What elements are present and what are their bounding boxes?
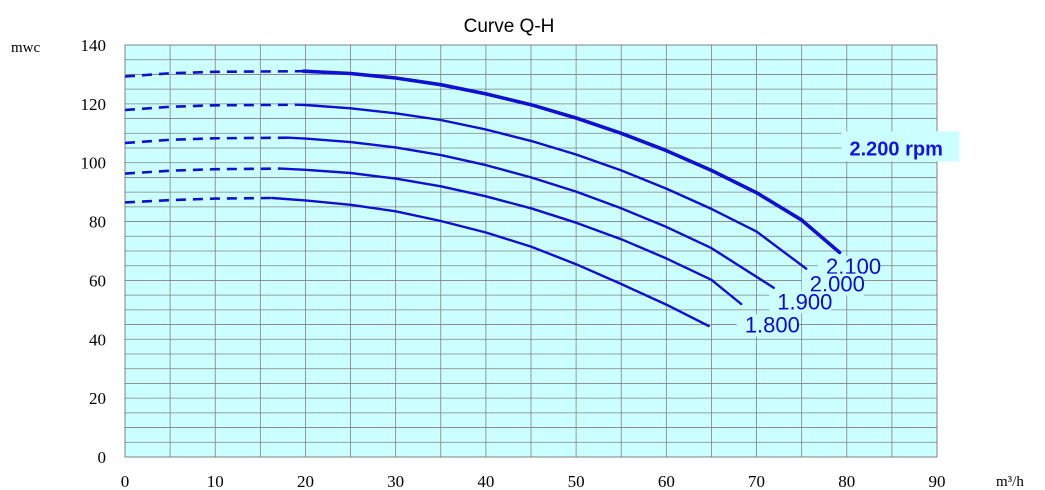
y-axis-ticks: 0 20 40 60 80 100 120 140 [81, 36, 107, 467]
series-line-dashed [124, 69, 304, 78]
x-tick-label: 10 [207, 472, 224, 490]
series-line-dashed [124, 167, 281, 175]
series-label-bg [769, 291, 832, 314]
series-line [301, 69, 842, 255]
series-label: 1.800 [745, 313, 800, 338]
series-line-dashed [124, 196, 273, 204]
plot-border [124, 44, 938, 458]
series-lines [124, 69, 842, 328]
series-label: 1.900 [777, 289, 832, 314]
y-axis-label: mwc [11, 40, 41, 56]
x-axis-label: m³/h [996, 474, 1024, 490]
y-tick-label: 100 [81, 154, 107, 173]
x-tick-label: 60 [658, 472, 675, 490]
y-tick-label: 80 [89, 213, 106, 232]
x-tick-label: 70 [748, 472, 765, 490]
series-label-bg [801, 273, 864, 296]
series-label: 2.200 rpm [849, 138, 942, 160]
x-tick-label: 50 [568, 472, 585, 490]
x-tick-label: 20 [297, 472, 314, 490]
x-tick-label: 90 [929, 472, 946, 490]
series-label-bg [841, 131, 960, 162]
x-tick-label: 0 [121, 472, 130, 490]
y-tick-label: 120 [81, 95, 107, 114]
grid [125, 45, 937, 457]
chart-title: Curve Q-H [464, 16, 555, 37]
x-tick-label: 80 [838, 472, 855, 490]
series-line-dashed [124, 103, 297, 112]
y-tick-label: 0 [98, 448, 107, 467]
y-tick-label: 140 [81, 36, 107, 55]
y-tick-label: 20 [89, 389, 106, 408]
x-axis-ticks: 0 10 20 30 40 50 60 70 80 90 [121, 472, 946, 490]
y-tick-label: 40 [89, 330, 106, 349]
x-tick-label: 30 [387, 472, 404, 490]
series-line [279, 167, 743, 306]
series-label-bg [818, 255, 881, 278]
series-label-bg [736, 314, 799, 337]
series-line [295, 103, 808, 270]
y-tick-label: 60 [89, 271, 106, 290]
series-line [270, 196, 710, 328]
x-tick-label: 40 [477, 472, 494, 490]
series-line [287, 136, 775, 289]
series-line-dashed [124, 136, 289, 145]
